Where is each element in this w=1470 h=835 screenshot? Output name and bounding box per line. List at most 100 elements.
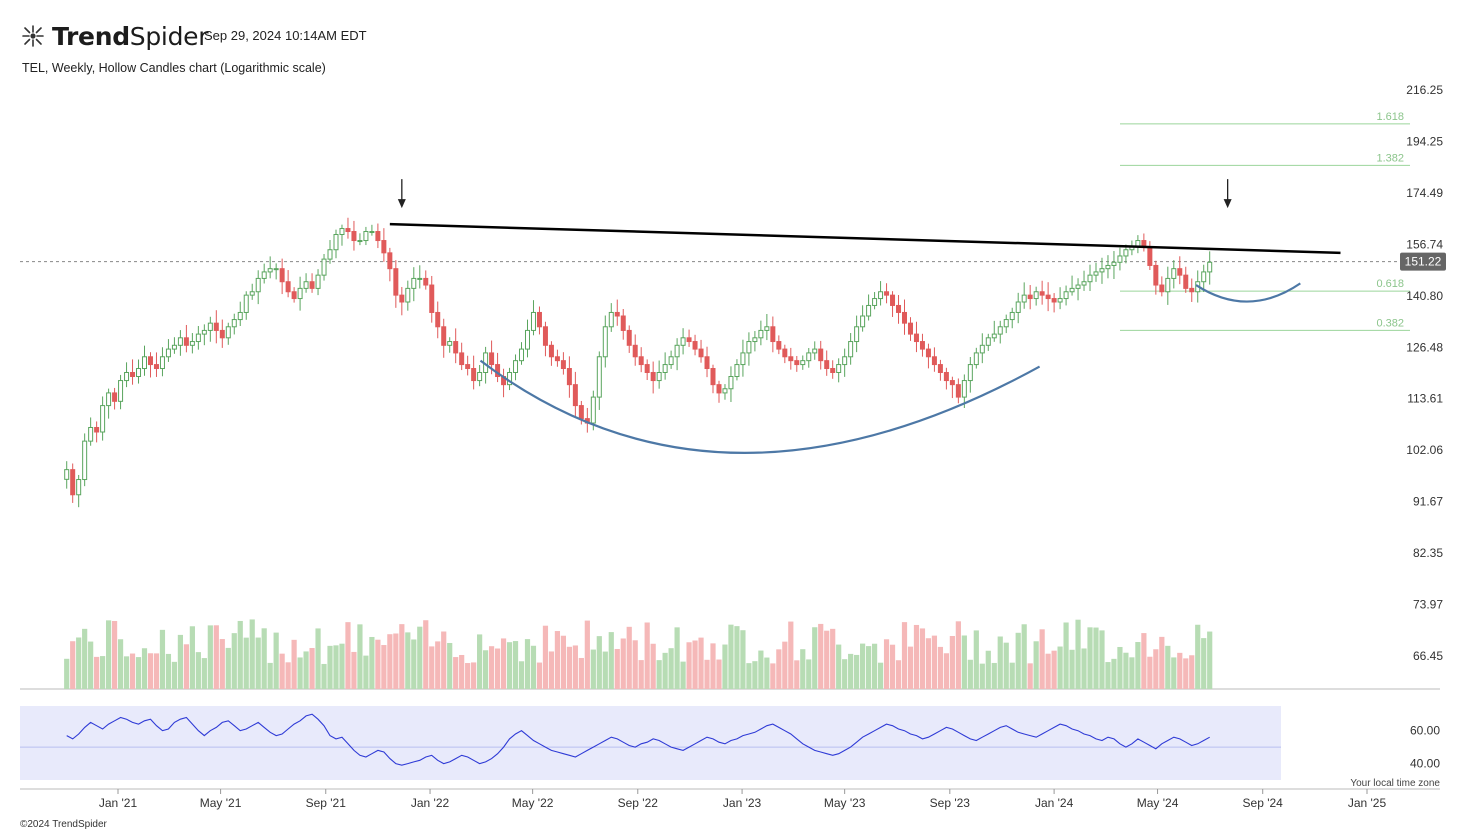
volume-bar [734,626,740,689]
candle-body [1087,274,1093,283]
fib-level-label: 1.618 [1376,111,1404,123]
volume-bar [70,641,76,689]
x-tick-label: Sep '23 [930,796,971,810]
candle-body [100,405,106,433]
candle-body [842,356,848,366]
candle-body [82,440,88,481]
volume-bar [351,651,357,689]
candle-body [985,337,991,346]
volume-bar [153,653,160,689]
candle-body [297,287,303,300]
chart-timestamp: Sep 29, 2024 10:14AM EDT [204,28,367,43]
volume-bar [429,646,435,689]
price-tick-label: 91.67 [1413,495,1443,509]
fib-level-label: 0.618 [1376,278,1404,290]
price-tick-label: 102.06 [1406,443,1443,457]
volume-bar [82,628,88,689]
price-tick-label: 156.74 [1406,237,1443,251]
candle-body [955,384,961,398]
price-tick-label: 174.49 [1406,186,1443,200]
spider-logo-icon [22,25,44,47]
candle-body [423,277,429,286]
volume-bar [399,624,405,689]
candle-body [536,311,542,328]
candle-body [465,364,471,370]
volume-bar [1057,646,1063,689]
candle-body [812,348,818,354]
candle-body [375,231,381,242]
volume-bar [650,643,656,689]
down-arrow-head [397,199,406,209]
candle-body [931,356,937,366]
candle-body [94,426,100,433]
x-tick-label: May '23 [824,796,866,810]
candle-body [1027,294,1033,300]
volume-bar [626,626,632,689]
volume-bar [644,622,650,689]
volume-bar [465,663,471,689]
candle-body [572,384,578,407]
candle-body [153,364,159,370]
candle-body [608,311,614,328]
candle-body [1201,271,1207,283]
volume-bar [824,630,830,689]
candle-body [788,356,794,362]
volume-bar [147,653,154,689]
volume-bar [1147,656,1153,689]
candle-body [674,344,680,358]
candle-body [351,231,357,242]
volume-bar [309,647,315,689]
volume-bar [530,645,537,689]
volume-bar [512,641,519,689]
candle-body [1045,294,1051,300]
volume-bar [752,661,758,689]
volume-bar [411,639,417,689]
candle-body [321,258,327,276]
candle-body [285,281,291,293]
volume-bar [213,625,219,689]
candle-body [142,356,148,370]
candle-body [722,388,728,394]
candle-body [524,329,530,350]
x-tick-label: Jan '22 [411,796,450,810]
candle-body [620,315,626,331]
volume-bar [1171,657,1177,689]
candle-body [237,311,243,321]
volume-bar [453,657,459,689]
candle-body [70,469,76,496]
candle-body [447,341,453,346]
volume-bar [662,652,668,689]
candle-body [76,479,82,496]
x-tick-label: Jan '24 [1035,796,1074,810]
volume-bar [100,656,106,689]
x-tick-label: Sep '22 [618,796,659,810]
volume-bar [417,626,423,689]
volume-bar [1159,636,1165,689]
volume-bar [1069,649,1075,689]
candle-body [513,360,519,373]
volume-bar [722,644,728,689]
candle-body [255,277,261,293]
candle-body [884,291,890,296]
candle-body [267,268,273,273]
candle-body [1105,264,1111,270]
candle-body [830,368,836,373]
volume-bar [494,648,501,689]
candle-body [548,344,554,358]
candle-body [147,356,153,366]
volume-bar [225,647,231,689]
x-tick-label: Jan '23 [723,796,762,810]
rsi-band [20,706,1281,780]
candle-body [363,231,369,242]
candle-body [315,274,321,289]
volume-bar [961,635,967,689]
volume-bar [967,659,973,689]
candle-body [949,380,955,386]
candle-body [327,249,333,260]
candle-body [1111,261,1117,266]
volume-bar [1117,646,1123,689]
volume-bar [638,660,644,689]
candle-body [680,337,686,346]
candle-body [1159,284,1165,293]
